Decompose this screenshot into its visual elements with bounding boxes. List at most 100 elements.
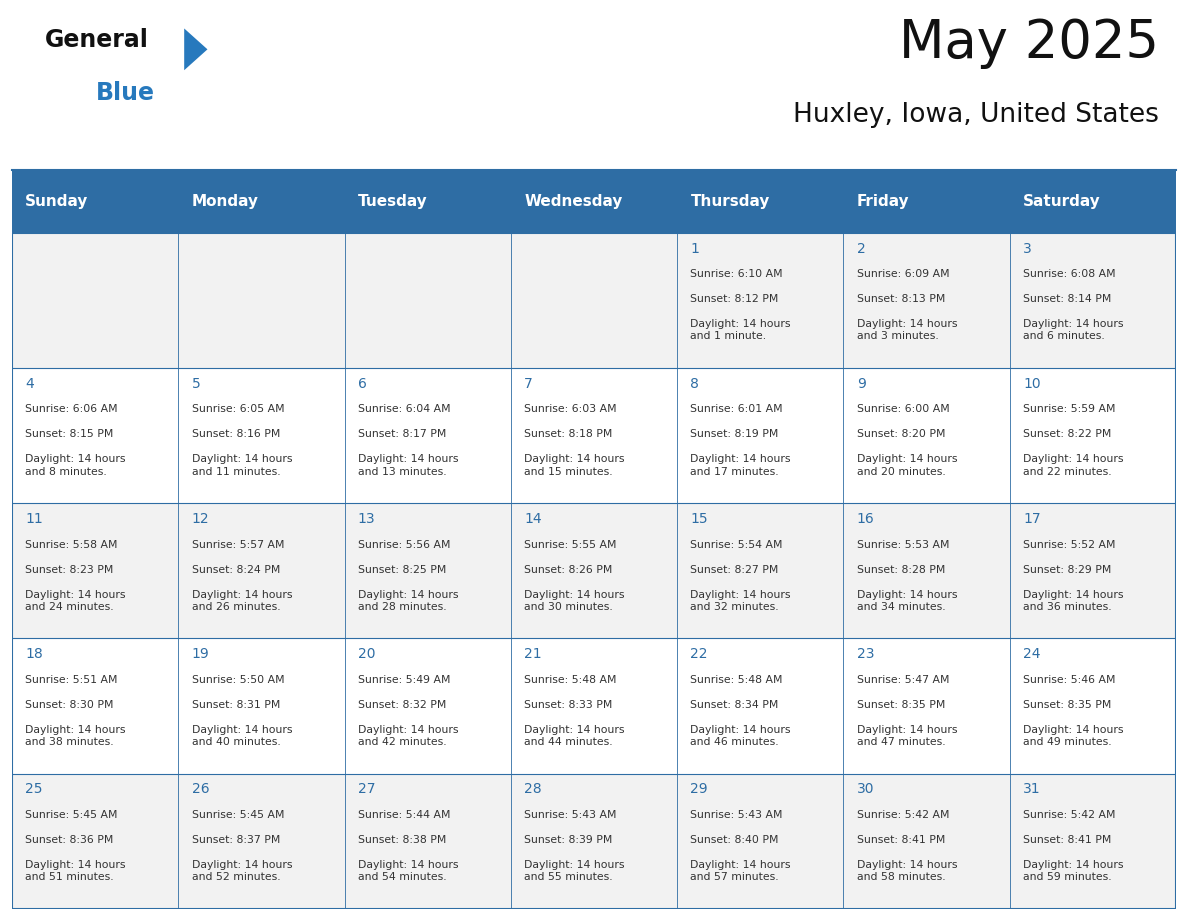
- Text: 20: 20: [358, 647, 375, 661]
- Text: Sunset: 8:35 PM: Sunset: 8:35 PM: [857, 700, 946, 710]
- Text: May 2025: May 2025: [898, 17, 1158, 69]
- Text: 26: 26: [191, 782, 209, 797]
- Text: Sunrise: 5:46 AM: Sunrise: 5:46 AM: [1023, 675, 1116, 685]
- Text: Sunrise: 5:56 AM: Sunrise: 5:56 AM: [358, 540, 450, 550]
- Text: 4: 4: [25, 376, 34, 391]
- Text: 28: 28: [524, 782, 542, 797]
- Text: Daylight: 14 hours
and 24 minutes.: Daylight: 14 hours and 24 minutes.: [25, 589, 126, 612]
- Text: Sunrise: 5:49 AM: Sunrise: 5:49 AM: [358, 675, 450, 685]
- Text: Sunset: 8:36 PM: Sunset: 8:36 PM: [25, 835, 114, 845]
- Bar: [12, 503, 1176, 638]
- Text: Sunrise: 5:42 AM: Sunrise: 5:42 AM: [1023, 810, 1116, 820]
- Text: 29: 29: [690, 782, 708, 797]
- Text: Sunset: 8:30 PM: Sunset: 8:30 PM: [25, 700, 114, 710]
- Text: Daylight: 14 hours
and 49 minutes.: Daylight: 14 hours and 49 minutes.: [1023, 725, 1124, 747]
- Text: 18: 18: [25, 647, 43, 661]
- Text: Daylight: 14 hours
and 13 minutes.: Daylight: 14 hours and 13 minutes.: [358, 454, 459, 476]
- Text: 31: 31: [1023, 782, 1041, 797]
- Text: Sunset: 8:15 PM: Sunset: 8:15 PM: [25, 430, 114, 440]
- Text: Daylight: 14 hours
and 40 minutes.: Daylight: 14 hours and 40 minutes.: [191, 725, 292, 747]
- Text: Daylight: 14 hours
and 15 minutes.: Daylight: 14 hours and 15 minutes.: [524, 454, 625, 476]
- Text: 7: 7: [524, 376, 533, 391]
- Text: Daylight: 14 hours
and 34 minutes.: Daylight: 14 hours and 34 minutes.: [857, 589, 958, 612]
- Text: Daylight: 14 hours
and 20 minutes.: Daylight: 14 hours and 20 minutes.: [857, 454, 958, 476]
- Text: Sunset: 8:31 PM: Sunset: 8:31 PM: [191, 700, 280, 710]
- Text: 10: 10: [1023, 376, 1041, 391]
- Text: 6: 6: [358, 376, 367, 391]
- Text: Daylight: 14 hours
and 30 minutes.: Daylight: 14 hours and 30 minutes.: [524, 589, 625, 612]
- Text: Sunrise: 5:45 AM: Sunrise: 5:45 AM: [191, 810, 284, 820]
- Text: Sunrise: 5:48 AM: Sunrise: 5:48 AM: [524, 675, 617, 685]
- Text: Daylight: 14 hours
and 42 minutes.: Daylight: 14 hours and 42 minutes.: [358, 725, 459, 747]
- Polygon shape: [184, 28, 208, 71]
- Text: 14: 14: [524, 512, 542, 526]
- Text: Daylight: 14 hours
and 11 minutes.: Daylight: 14 hours and 11 minutes.: [191, 454, 292, 476]
- Text: Sunrise: 5:50 AM: Sunrise: 5:50 AM: [191, 675, 284, 685]
- Text: Sunset: 8:38 PM: Sunset: 8:38 PM: [358, 835, 447, 845]
- Text: Daylight: 14 hours
and 58 minutes.: Daylight: 14 hours and 58 minutes.: [857, 860, 958, 882]
- Bar: [12, 232, 1176, 368]
- Text: Daylight: 14 hours
and 55 minutes.: Daylight: 14 hours and 55 minutes.: [524, 860, 625, 882]
- Text: Daylight: 14 hours
and 57 minutes.: Daylight: 14 hours and 57 minutes.: [690, 860, 791, 882]
- Text: Daylight: 14 hours
and 54 minutes.: Daylight: 14 hours and 54 minutes.: [358, 860, 459, 882]
- Text: Sunset: 8:14 PM: Sunset: 8:14 PM: [1023, 294, 1112, 304]
- Text: Daylight: 14 hours
and 46 minutes.: Daylight: 14 hours and 46 minutes.: [690, 725, 791, 747]
- Text: 9: 9: [857, 376, 866, 391]
- Text: Daylight: 14 hours
and 6 minutes.: Daylight: 14 hours and 6 minutes.: [1023, 319, 1124, 341]
- Text: Wednesday: Wednesday: [524, 194, 623, 208]
- Text: Sunrise: 6:01 AM: Sunrise: 6:01 AM: [690, 404, 783, 414]
- Bar: [12, 368, 1176, 503]
- Text: Sunset: 8:37 PM: Sunset: 8:37 PM: [191, 835, 280, 845]
- Text: Sunset: 8:41 PM: Sunset: 8:41 PM: [857, 835, 946, 845]
- Text: Sunset: 8:22 PM: Sunset: 8:22 PM: [1023, 430, 1112, 440]
- Text: Sunrise: 6:08 AM: Sunrise: 6:08 AM: [1023, 269, 1116, 279]
- Text: Sunset: 8:34 PM: Sunset: 8:34 PM: [690, 700, 779, 710]
- Text: Sunset: 8:28 PM: Sunset: 8:28 PM: [857, 565, 946, 575]
- Text: 21: 21: [524, 647, 542, 661]
- Text: 3: 3: [1023, 241, 1032, 255]
- Text: Sunrise: 5:54 AM: Sunrise: 5:54 AM: [690, 540, 783, 550]
- Text: Sunrise: 5:45 AM: Sunrise: 5:45 AM: [25, 810, 118, 820]
- Text: Daylight: 14 hours
and 3 minutes.: Daylight: 14 hours and 3 minutes.: [857, 319, 958, 341]
- Text: Sunrise: 5:43 AM: Sunrise: 5:43 AM: [524, 810, 617, 820]
- Text: Sunset: 8:18 PM: Sunset: 8:18 PM: [524, 430, 613, 440]
- Text: Monday: Monday: [191, 194, 259, 208]
- Text: 19: 19: [191, 647, 209, 661]
- Text: Sunset: 8:17 PM: Sunset: 8:17 PM: [358, 430, 447, 440]
- Text: Saturday: Saturday: [1023, 194, 1101, 208]
- Text: 16: 16: [857, 512, 874, 526]
- Text: Sunrise: 6:10 AM: Sunrise: 6:10 AM: [690, 269, 783, 279]
- Text: Daylight: 14 hours
and 28 minutes.: Daylight: 14 hours and 28 minutes.: [358, 589, 459, 612]
- Text: Sunset: 8:29 PM: Sunset: 8:29 PM: [1023, 565, 1112, 575]
- Text: Daylight: 14 hours
and 59 minutes.: Daylight: 14 hours and 59 minutes.: [1023, 860, 1124, 882]
- Text: Huxley, Iowa, United States: Huxley, Iowa, United States: [792, 103, 1158, 129]
- Text: Sunrise: 5:55 AM: Sunrise: 5:55 AM: [524, 540, 617, 550]
- Text: Thursday: Thursday: [690, 194, 770, 208]
- Text: 2: 2: [857, 241, 866, 255]
- Text: 8: 8: [690, 376, 700, 391]
- Text: Sunrise: 5:57 AM: Sunrise: 5:57 AM: [191, 540, 284, 550]
- Text: Sunset: 8:40 PM: Sunset: 8:40 PM: [690, 835, 779, 845]
- Text: Sunrise: 6:04 AM: Sunrise: 6:04 AM: [358, 404, 450, 414]
- Text: Sunset: 8:12 PM: Sunset: 8:12 PM: [690, 294, 779, 304]
- Text: 22: 22: [690, 647, 708, 661]
- Text: 25: 25: [25, 782, 43, 797]
- Text: Sunset: 8:39 PM: Sunset: 8:39 PM: [524, 835, 613, 845]
- Text: Sunset: 8:19 PM: Sunset: 8:19 PM: [690, 430, 779, 440]
- Text: Sunrise: 6:09 AM: Sunrise: 6:09 AM: [857, 269, 949, 279]
- Text: Daylight: 14 hours
and 32 minutes.: Daylight: 14 hours and 32 minutes.: [690, 589, 791, 612]
- Text: Sunrise: 6:00 AM: Sunrise: 6:00 AM: [857, 404, 949, 414]
- Text: Daylight: 14 hours
and 51 minutes.: Daylight: 14 hours and 51 minutes.: [25, 860, 126, 882]
- Text: Daylight: 14 hours
and 26 minutes.: Daylight: 14 hours and 26 minutes.: [191, 589, 292, 612]
- Text: Sunset: 8:13 PM: Sunset: 8:13 PM: [857, 294, 946, 304]
- Text: 23: 23: [857, 647, 874, 661]
- Text: Daylight: 14 hours
and 52 minutes.: Daylight: 14 hours and 52 minutes.: [191, 860, 292, 882]
- Text: Sunset: 8:16 PM: Sunset: 8:16 PM: [191, 430, 280, 440]
- Text: Sunset: 8:33 PM: Sunset: 8:33 PM: [524, 700, 613, 710]
- Text: Daylight: 14 hours
and 22 minutes.: Daylight: 14 hours and 22 minutes.: [1023, 454, 1124, 476]
- Text: Sunset: 8:20 PM: Sunset: 8:20 PM: [857, 430, 946, 440]
- Text: Sunset: 8:32 PM: Sunset: 8:32 PM: [358, 700, 447, 710]
- Text: 17: 17: [1023, 512, 1041, 526]
- Text: 11: 11: [25, 512, 43, 526]
- Text: 27: 27: [358, 782, 375, 797]
